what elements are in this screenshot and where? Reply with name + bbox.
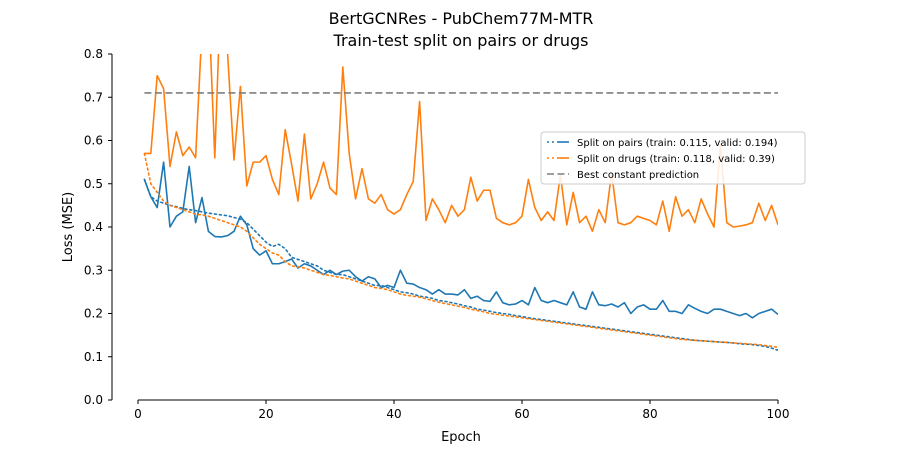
legend-label: Best constant prediction bbox=[577, 170, 699, 181]
y-tick-label: 0.7 bbox=[84, 90, 103, 104]
axes: 0 20 40 60 80 100 0.0 0.1 0.2 0.3 0.4 0.5 0.6 0.7 0.8 bbox=[84, 47, 790, 421]
y-tick-label: 0.5 bbox=[84, 177, 103, 191]
x-tick-label: 60 bbox=[514, 407, 529, 421]
series-line-drugs-valid bbox=[144, 54, 778, 233]
x-tick-label: 100 bbox=[767, 407, 790, 421]
x-tick-label: 0 bbox=[134, 407, 142, 421]
y-tick-label: 0.0 bbox=[84, 393, 103, 407]
series-line-pairs-train bbox=[143, 178, 778, 352]
series-line-drugs-train bbox=[143, 152, 778, 349]
legend: Split on pairs (train: 0.115, valid: 0.1… bbox=[540, 131, 806, 185]
y-tick-label: 0.8 bbox=[84, 47, 103, 61]
y-axis-label: Loss (MSE) bbox=[61, 192, 76, 262]
x-tick-label: 20 bbox=[258, 407, 273, 421]
y-tick-label: 0.2 bbox=[84, 307, 103, 321]
chart-title: BertGCNRes - PubChem77M-MTR bbox=[329, 9, 594, 28]
legend-label: Split on drugs (train: 0.118, valid: 0.3… bbox=[577, 154, 775, 165]
x-tick-label: 40 bbox=[386, 407, 401, 421]
legend-label: Split on pairs (train: 0.115, valid: 0.1… bbox=[577, 138, 778, 149]
series-line-pairs-valid bbox=[143, 161, 778, 319]
chart-subtitle: Train-test split on pairs or drugs bbox=[333, 31, 589, 50]
y-tick-label: 0.6 bbox=[84, 134, 103, 148]
y-tick-label: 0.1 bbox=[84, 350, 103, 364]
legend-box bbox=[540, 131, 806, 185]
x-tick-label: 80 bbox=[642, 407, 657, 421]
x-axis-label: Epoch bbox=[441, 430, 481, 445]
y-tick-label: 0.4 bbox=[84, 220, 103, 234]
series-layer bbox=[143, 54, 778, 352]
y-tick-label: 0.3 bbox=[84, 263, 103, 277]
